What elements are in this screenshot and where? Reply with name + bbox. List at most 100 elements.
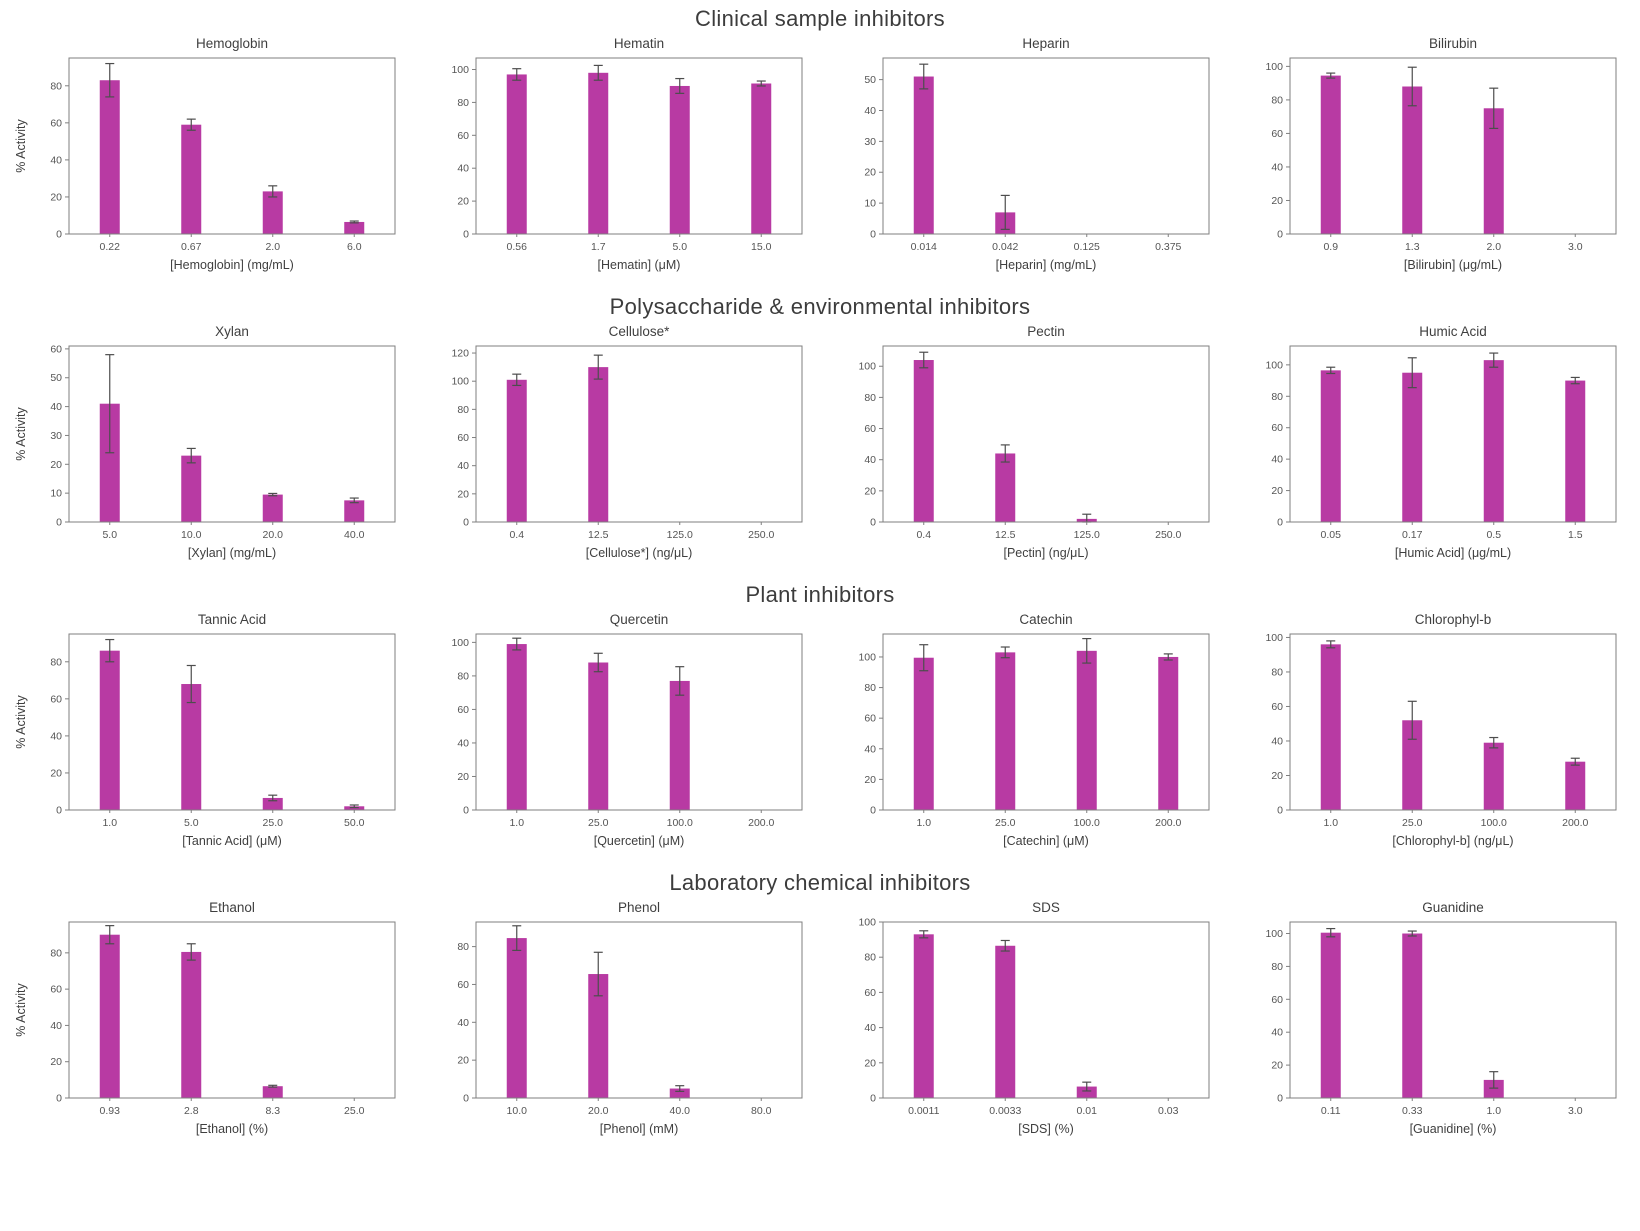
x-tick-label: 0.11: [1320, 1105, 1340, 1117]
x-axis-label: [Hematin] (μM): [597, 258, 680, 272]
y-tick-label: 0: [870, 229, 876, 241]
x-tick-label: 0.01: [1076, 1105, 1097, 1117]
y-tick-label: 60: [50, 117, 62, 129]
y-tick-label: 100: [858, 361, 876, 373]
chart-hematin: Hematin 0 20 40 60 80 100 0.56 1.7 5.0 15.0 [Hemati…: [418, 34, 816, 292]
x-tick-label: 100.0: [666, 817, 692, 829]
y-tick-label: 10: [864, 198, 876, 210]
x-tick-label: 1.0: [1486, 1105, 1501, 1117]
y-tick-label: 50: [864, 74, 876, 86]
chart-humic-acid: Humic Acid 0 20 40 60 80 100 0.05 0.17 0.5 1.5 [Hum…: [1232, 322, 1630, 580]
x-tick-label: 10.0: [181, 529, 202, 541]
y-tick-label: 60: [457, 130, 469, 142]
y-tick-label: 40: [864, 1022, 876, 1034]
x-tick-label: 6.0: [346, 241, 361, 253]
y-tick-label: 40: [1271, 735, 1283, 747]
x-tick-label: 5.0: [672, 241, 687, 253]
x-axis-label: [Xylan] (mg/mL): [187, 546, 275, 560]
x-tick-label: 25.0: [995, 817, 1016, 829]
chart-title: Catechin: [1019, 612, 1072, 627]
x-tick-label: 15.0: [751, 241, 772, 253]
x-tick-label: 0.56: [506, 241, 527, 253]
x-tick-label: 0.05: [1320, 529, 1341, 541]
plot-box: [882, 57, 1209, 235]
y-tick-label: 100: [1265, 928, 1283, 940]
x-tick-label: 200.0: [1562, 817, 1588, 829]
y-tick-label: 20: [50, 191, 62, 203]
section-title-polysaccharide-environmental-inhibitors: Polysaccharide & environmental inhibitor…: [609, 294, 1031, 319]
x-tick-label: 12.5: [995, 529, 1016, 541]
chart-canvas: Phenol 0 20 40 60 80 10.0 20.0 40.0 80.0 [Phenol] …: [457, 900, 802, 1136]
y-tick-label: 60: [50, 693, 62, 705]
y-tick-label: 0: [1277, 517, 1283, 529]
chart-quercetin: Quercetin 0 20 40 60 80 100 1.0 25.0 100.0 200.0 [Q…: [418, 610, 816, 868]
bar: [913, 657, 934, 810]
y-tick-label: 20: [864, 167, 876, 179]
x-axis-label: [Heparin] (mg/mL): [995, 258, 1096, 272]
y-tick-label: 80: [457, 670, 469, 682]
x-axis-label: [Ethanol] (%): [195, 1122, 267, 1136]
y-tick-label: 80: [864, 392, 876, 404]
bar: [180, 684, 201, 810]
y-tick-label: 60: [1271, 128, 1283, 140]
chart-title: Chlorophyl-b: [1414, 612, 1491, 627]
x-tick-label: 1.0: [102, 817, 117, 829]
bar: [1320, 75, 1341, 234]
plot-box: [68, 921, 395, 1099]
y-tick-label: 60: [50, 343, 62, 355]
bar: [1076, 1086, 1097, 1098]
plot-box: [1289, 345, 1616, 523]
chart-sds: SDS 0 20 40 60 80 100 0.0011 0.0033 0.01 0.03 [SDS]…: [825, 898, 1223, 1156]
chart-canvas: Bilirubin 0 20 40 60 80 100 0.9 1.3 2.0 3.0 [Biliru…: [1265, 36, 1616, 272]
y-tick-label: 0: [870, 805, 876, 817]
plot-box: [475, 57, 802, 235]
y-tick-label: 0: [1277, 229, 1283, 241]
x-tick-label: 25.0: [344, 1105, 365, 1117]
x-tick-label: 25.0: [1402, 817, 1423, 829]
plot-box: [475, 633, 802, 811]
x-axis-label: [Pectin] (ng/μL): [1003, 546, 1088, 560]
bar: [180, 455, 201, 522]
y-tick-label: 40: [50, 730, 62, 742]
y-tick-label: 0: [56, 805, 62, 817]
x-tick-label: 250.0: [1155, 529, 1181, 541]
y-tick-label: 60: [864, 987, 876, 999]
bar: [1320, 370, 1341, 522]
y-tick-label: 40: [457, 460, 469, 472]
plot-box: [68, 57, 395, 235]
bar: [913, 76, 934, 234]
bar: [99, 403, 120, 522]
bar: [262, 191, 283, 234]
y-tick-label: 60: [50, 984, 62, 996]
bar: [1483, 360, 1504, 522]
chart-title: Tannic Acid: [197, 612, 265, 627]
chart-title: Pectin: [1027, 324, 1065, 339]
figure: Clinical sample inhibitors Hemoglobin 0 20 4…: [0, 6, 1640, 1156]
x-tick-label: 12.5: [588, 529, 609, 541]
y-tick-label: 0: [1277, 805, 1283, 817]
chart-title: Humic Acid: [1419, 324, 1487, 339]
chart-row: Tannic Acid 0 20 40 60 80 1.0 5.0 25.0 50.0 [Tanni…: [0, 610, 1640, 868]
y-tick-label: 40: [50, 154, 62, 166]
bar: [994, 453, 1015, 522]
bar: [994, 652, 1015, 810]
x-tick-label: 20.0: [588, 1105, 609, 1117]
x-tick-label: 0.375: [1155, 241, 1181, 253]
chart-canvas: Pectin 0 20 40 60 80 100 0.4 12.5 125.0 250.0 [Pect…: [858, 324, 1209, 560]
y-tick-label: 40: [1271, 1027, 1283, 1039]
y-tick-label: 0: [1277, 1093, 1283, 1105]
bar: [1157, 656, 1178, 810]
bar: [669, 1088, 690, 1098]
chart-title: Hematin: [613, 36, 663, 51]
x-axis-label: [Tannic Acid] (μM): [182, 834, 282, 848]
chart-title: Quercetin: [609, 612, 668, 627]
chart-canvas: Chlorophyl-b 0 20 40 60 80 100 1.0 25.0 100.0 200.…: [1265, 612, 1616, 848]
plot-box: [475, 345, 802, 523]
chart-canvas: Hematin 0 20 40 60 80 100 0.56 1.7 5.0 15.0 [Hemati…: [451, 36, 802, 272]
y-tick-label: 20: [50, 1056, 62, 1068]
x-tick-label: 0.125: [1073, 241, 1099, 253]
chart-title: Cellulose*: [608, 324, 670, 339]
bar: [587, 367, 608, 522]
y-tick-label: 100: [451, 376, 469, 388]
y-tick-label: 40: [1271, 454, 1283, 466]
